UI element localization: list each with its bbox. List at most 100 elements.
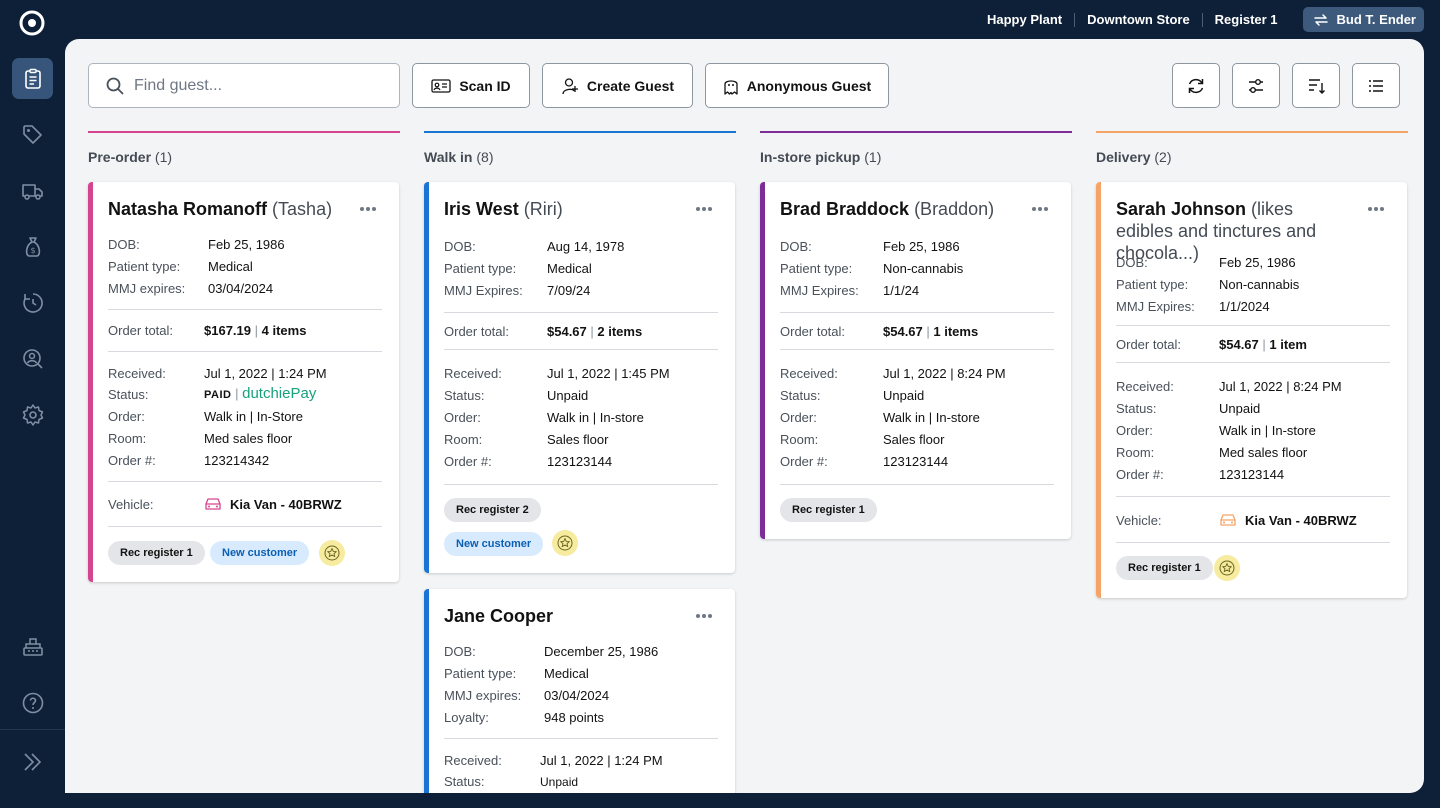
nav-customers[interactable] [12,338,53,379]
item-count: 4 items [261,323,307,338]
order-total-label: Order total: [108,323,174,338]
store-group-link[interactable]: Happy Plant [987,12,1063,27]
nav-settings[interactable] [12,394,53,435]
dob-label: DOB: [1116,255,1148,270]
anonymous-guest-button[interactable]: Anonymous Guest [705,63,889,108]
more-options-icon[interactable] [1367,206,1385,212]
guest-card[interactable]: Natasha Romanoff (Tasha) DOB: Feb 25, 198… [88,182,399,582]
gear-icon [22,403,43,426]
scan-id-button[interactable]: Scan ID [412,63,530,108]
create-guest-label: Create Guest [586,77,675,94]
column-divider [424,131,736,133]
divider [444,349,718,350]
column-title: Delivery (2) [1096,149,1408,167]
more-options-icon[interactable] [695,206,713,212]
switch-user-button[interactable]: Bud T. Ender [1302,7,1424,32]
more-options-icon[interactable] [1031,206,1049,212]
received-label: Received: [444,366,502,381]
room-value: Sales floor [547,432,609,447]
guest-nickname: (Braddon) [914,199,995,219]
top-bar: Happy Plant Downtown Store Register 1 Bu… [0,0,1440,39]
patient-type-value: Medical [208,259,253,274]
divider [108,526,382,527]
create-guest-button[interactable]: Create Guest [542,63,693,108]
separator: | [235,386,239,401]
more-options-icon[interactable] [695,613,713,619]
list-view-button[interactable] [1352,63,1400,108]
column-title-text: Walk in [424,149,473,165]
cash-register-icon [22,637,43,656]
status-stripe [424,589,429,793]
column-count: (2) [1154,149,1172,165]
received-value: Jul 1, 2022 | 1:24 PM [540,753,663,768]
toolbar: Scan ID Create Guest Anonymous Guest [88,63,1400,108]
store-link[interactable]: Downtown Store [1087,12,1190,27]
tag-icon [22,124,42,144]
divider [444,738,718,739]
car-icon [1220,514,1236,526]
more-options-icon[interactable] [359,206,377,212]
order-value: Walk in | In-store [1219,423,1316,438]
mmj-expires-value: 03/04/2024 [208,281,274,296]
search-input[interactable] [134,76,374,95]
loyalty-badge [1214,555,1240,581]
patient-type-label: Patient type: [444,666,517,681]
order-number-value: 123214342 [204,453,270,468]
dob-value: Feb 25, 1986 [208,237,285,252]
guest-card[interactable]: Sarah Johnson (likes edibles and tinctur… [1096,182,1407,598]
loyalty-value: 948 points [544,710,604,725]
divider [780,349,1054,350]
order-total-label: Order total: [444,324,510,339]
nav-help[interactable] [12,682,53,723]
expand-sidebar-button[interactable] [12,741,53,782]
column-instore-pickup: In-store pickup (1) [760,131,1072,167]
filter-button[interactable] [1232,63,1280,108]
guest-card[interactable]: Jane Cooper DOB: December 25, 1986 Patien… [424,589,735,793]
patient-type-value: Medical [544,666,589,681]
register-link[interactable]: Register 1 [1214,12,1278,27]
status-stripe [424,182,429,573]
list-icon [1369,79,1383,92]
id-card-icon [431,78,451,93]
mmj-expires-value: 7/09/24 [547,283,591,298]
divider [108,481,382,482]
dob-label: DOB: [780,239,812,254]
help-icon [22,692,43,713]
nav-products[interactable] [12,114,53,155]
status-label: Status: [108,387,149,402]
divider [1116,362,1390,363]
divider [780,312,1054,313]
sidebar: $ [0,39,65,808]
guest-name-text: Iris West [444,199,519,219]
column-divider [1096,131,1408,133]
dob-label: DOB: [108,237,140,252]
nav-guest-list[interactable] [12,58,53,99]
nav-history[interactable] [12,282,53,323]
order-number-value: 123123144 [547,454,613,469]
nav-cash[interactable]: $ [12,226,53,267]
item-count: 2 items [597,324,643,339]
received-label: Received: [108,366,166,381]
nav-register[interactable] [12,626,53,667]
nav-delivery[interactable] [12,170,53,211]
divider [444,484,718,485]
divider [1201,12,1203,27]
status-label: Status: [444,388,485,403]
order-number-label: Order #: [780,454,828,469]
search-box[interactable] [88,63,400,108]
guest-card[interactable]: Iris West (Riri) DOB: Aug 14, 1978 Patien… [424,182,735,573]
svg-text:$: $ [30,246,35,255]
guest-name-text: Brad Braddock [780,199,910,219]
status-stripe [1096,182,1101,598]
loyalty-badge [319,540,345,566]
guest-name: Jane Cooper [444,605,680,627]
guest-card[interactable]: Brad Braddock (Braddon) DOB: Feb 25, 1986… [760,182,1071,539]
guest-name: Natasha Romanoff (Tasha) [108,198,344,220]
register-tag: Rec register 1 [780,498,877,522]
sort-button[interactable] [1292,63,1340,108]
refresh-button[interactable] [1172,63,1220,108]
mmj-expires-value: 1/1/24 [883,283,920,298]
scan-id-label: Scan ID [459,77,511,94]
dutchie-logo-icon[interactable] [19,10,45,36]
sliders-icon [1249,78,1263,93]
